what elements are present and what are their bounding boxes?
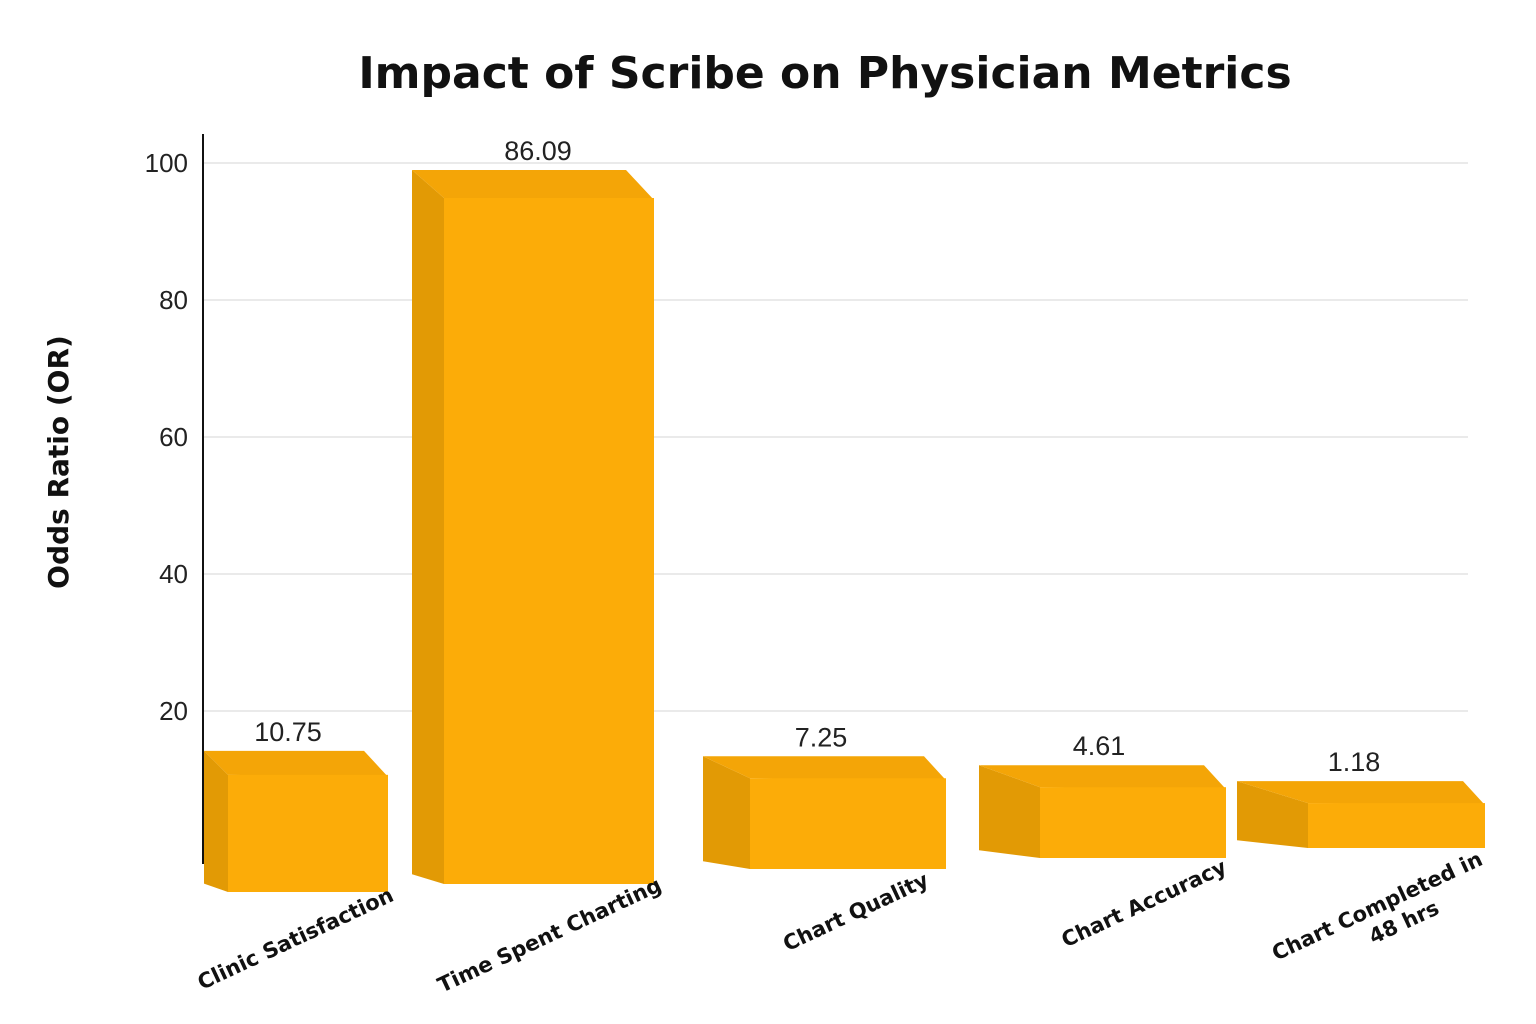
- bar-top: [979, 765, 1226, 790]
- bar-group: [703, 756, 946, 869]
- y-axis-title: Odds Ratio (OR): [42, 335, 75, 589]
- category-label: Chart Completed in48 hrs: [1268, 847, 1497, 989]
- bar-group: [204, 750, 388, 892]
- category-label: Chart Accuracy: [1058, 855, 1231, 953]
- bar: [444, 198, 654, 884]
- y-tick-label: 40: [159, 559, 188, 589]
- gridlines: [203, 162, 1468, 712]
- y-tick-label: 80: [159, 285, 188, 315]
- category-label: Time Spent Charting: [434, 873, 665, 998]
- bar-group: [979, 765, 1226, 858]
- category-labels: Clinic Satisfaction Time Spent Charting Ch…: [194, 847, 1497, 998]
- bar-group: [412, 170, 654, 884]
- bar: [1308, 803, 1485, 848]
- data-label: 1.18: [1328, 747, 1381, 777]
- bar: [750, 778, 946, 869]
- data-label: 4.61: [1073, 731, 1126, 761]
- y-tick-label: 60: [159, 422, 188, 452]
- bar-top: [204, 750, 388, 777]
- chart-title: Impact of Scribe on Physician Metrics: [358, 48, 1291, 99]
- bar-side: [412, 170, 444, 884]
- bar-side: [204, 750, 228, 892]
- bar-side: [979, 765, 1040, 858]
- bar-top: [412, 170, 654, 200]
- bar-top: [1237, 781, 1485, 806]
- category-label: Chart Quality: [779, 868, 932, 956]
- bars: [204, 170, 1485, 892]
- data-label: 86.09: [504, 136, 572, 166]
- bar-side: [1237, 781, 1308, 848]
- bar-group: [1237, 781, 1485, 848]
- data-labels: 10.75 86.09 7.25 4.61 1.18: [254, 136, 1380, 777]
- bar: [1040, 787, 1226, 858]
- bar: [228, 774, 388, 892]
- bar-side: [703, 756, 750, 869]
- y-tick-labels: 20 40 60 80 100: [145, 148, 188, 726]
- bar-top: [703, 756, 946, 781]
- category-label: Clinic Satisfaction: [194, 883, 397, 995]
- y-tick-label: 100: [145, 148, 188, 178]
- y-tick-label: 20: [159, 696, 188, 726]
- data-label: 7.25: [795, 722, 848, 752]
- data-label: 10.75: [254, 717, 322, 747]
